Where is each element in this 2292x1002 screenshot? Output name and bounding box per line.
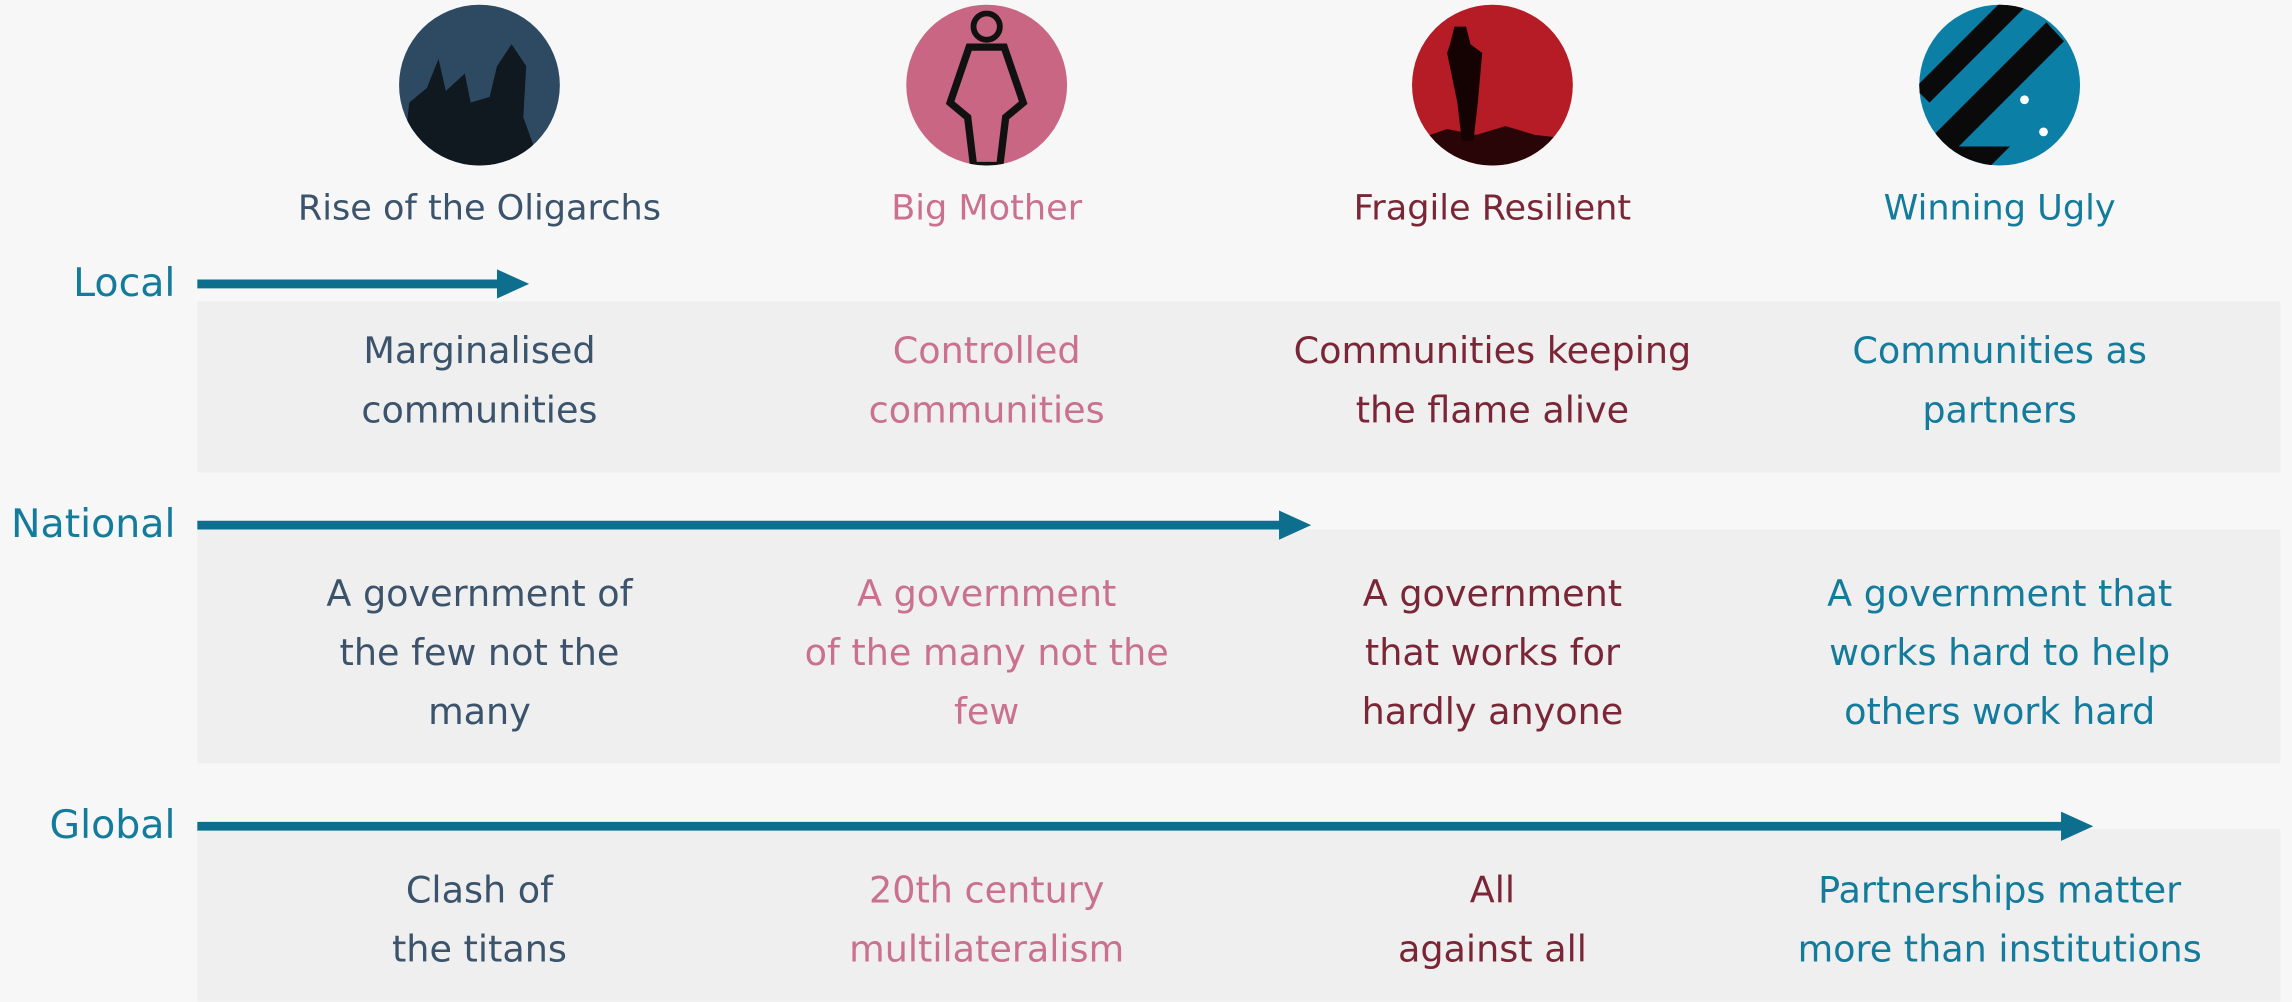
cell-text: Marginalised — [363, 329, 595, 372]
level-label: Local — [73, 260, 175, 306]
cell-text: Clash of — [406, 869, 554, 912]
cell-text: few — [954, 690, 1019, 733]
level-band — [197, 301, 2281, 473]
icon-oligarchs — [399, 4, 560, 166]
cell-text: more than institutions — [1798, 928, 2202, 971]
cell-text: of the many not the — [805, 631, 1169, 674]
cell-text: A government — [857, 572, 1116, 615]
cell-text: All — [1470, 869, 1515, 912]
cell-text: the titans — [392, 928, 567, 971]
cell-text: A government that — [1827, 572, 2172, 615]
level-label: National — [11, 501, 175, 547]
cell-text: against all — [1398, 928, 1587, 971]
icon-winning-ugly — [1919, 4, 2081, 166]
cell-text: many — [428, 690, 531, 733]
level-band — [197, 829, 2281, 1002]
cell-text: multilateralism — [849, 928, 1124, 971]
cell-text: partners — [1922, 388, 2077, 431]
level-label: Global — [50, 802, 176, 848]
cell-text: Communities keeping — [1294, 329, 1692, 372]
arrow-head — [496, 269, 530, 299]
cell-text: communities — [869, 388, 1105, 431]
scenario-title: Rise of the Oligarchs — [298, 187, 661, 228]
cell-text: 20th century — [869, 869, 1104, 912]
scenario-title: Winning Ugly — [1884, 187, 2116, 228]
cell-text: the few not the — [340, 631, 620, 674]
cell-text: Controlled — [893, 329, 1081, 372]
cell-text: Communities as — [1852, 329, 2147, 372]
arrow-head — [2061, 811, 2094, 841]
cell-text: Partnerships matter — [1818, 869, 2182, 912]
cell-text: works hard to help — [1829, 631, 2170, 674]
cell-text: A government — [1363, 572, 1622, 615]
cell-text: hardly anyone — [1362, 690, 1624, 733]
arrow-head — [1279, 510, 1312, 540]
scenario-title: Fragile Resilient — [1354, 187, 1632, 228]
cell-text: communities — [361, 388, 597, 431]
cell-text: the flame alive — [1356, 388, 1629, 431]
icon-big-mother — [906, 4, 1068, 166]
cell-text: A government of — [326, 572, 633, 615]
cell-text: that works for — [1365, 631, 1621, 674]
level-band — [197, 529, 2281, 764]
scenario-title: Big Mother — [891, 187, 1083, 228]
cell-text: others work hard — [1844, 690, 2155, 733]
icon-fragile-resilient — [1412, 4, 1573, 166]
